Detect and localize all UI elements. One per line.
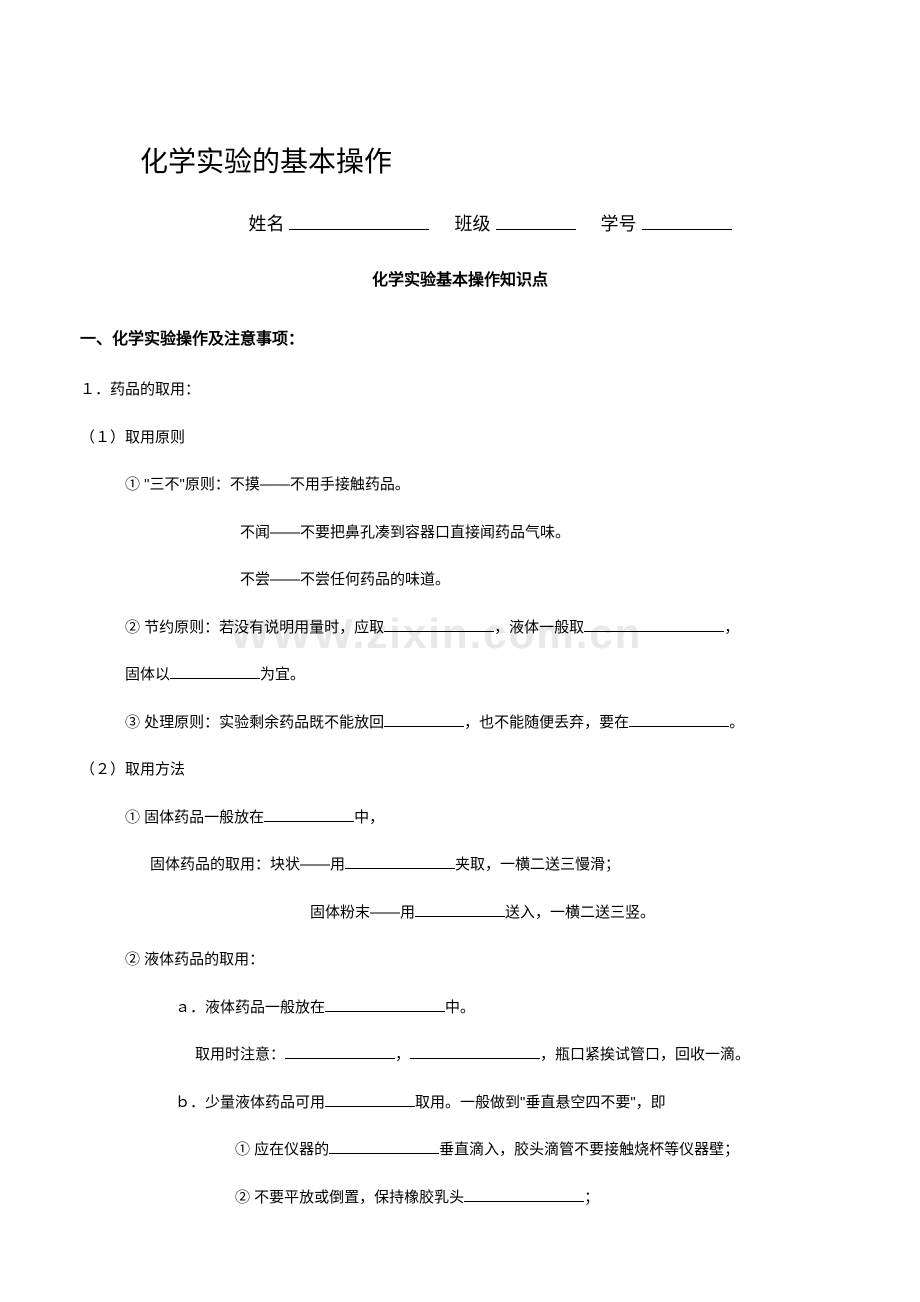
item1-2-2a2: 取用时注意： ， ，瓶口紧挨试管口，回收一滴。	[195, 1044, 840, 1067]
blank-6	[264, 821, 354, 822]
blank-10	[285, 1058, 395, 1059]
item1-1-2b: 固体以 为宜。	[125, 664, 840, 687]
item1-1-2b-end: 为宜。	[260, 666, 305, 683]
blank-7	[345, 868, 455, 869]
item1-2-2b1-end: 垂直滴入，胶头滴管不要接触烧杯等仪器壁；	[439, 1141, 739, 1158]
item1-2-2b2-end: ；	[584, 1189, 599, 1206]
item1-1-2b-pre: 固体以	[125, 666, 170, 683]
blank-12	[325, 1106, 415, 1107]
blank-11	[410, 1058, 540, 1059]
item1-2-2b1-pre: ① 应在仪器的	[235, 1141, 329, 1158]
item1-1-1b: 不闻——不要把鼻孔凑到容器口直接闻药品气味。	[240, 522, 840, 545]
section1-header: 一、化学实验操作及注意事项：	[80, 325, 840, 349]
item1-2-1-end: 中，	[354, 809, 384, 826]
name-blank	[289, 229, 429, 230]
item1-1-3-pre: ③ 处理原则：实验剩余药品既不能放回	[125, 714, 384, 731]
item1-1-3-mid: ，也不能随便丢弃，要在	[464, 714, 629, 731]
item1-2: （２）取用方法	[80, 759, 840, 782]
blank-1	[384, 631, 494, 632]
item1-2-2: ② 液体药品的取用：	[125, 949, 840, 972]
item1-1-1: ① "三不"原则：不摸——不用手接触药品。	[125, 474, 840, 497]
item1-1-3-end: 。	[729, 714, 744, 731]
item1-2-1c-end: 送入，一横二送三竖。	[505, 904, 655, 921]
item1: １．药品的取用：	[80, 379, 840, 402]
item1-2-2b-end: 取用。一般做到"垂直悬空四不要"，即	[415, 1094, 666, 1111]
blank-8	[415, 916, 505, 917]
item1-2-1b: 固体药品的取用：块状——用 夹取，一横二送三慢滑；	[150, 854, 840, 877]
item1-2-1: ① 固体药品一般放在 中，	[125, 807, 840, 830]
blank-2	[584, 631, 724, 632]
item1-1-3: ③ 处理原则：实验剩余药品既不能放回 ，也不能随便丢弃，要在 。	[125, 712, 840, 735]
number-blank	[642, 229, 732, 230]
item1-1-2: ② 节约原则：若没有说明用量时，应取 ，液体一般取 ，	[125, 617, 840, 640]
item1-2-1c-pre: 固体粉末——用	[310, 904, 415, 921]
item1-2-2a-pre: ａ．液体药品一般放在	[175, 999, 325, 1016]
document-content: 化学实验的基本操作 姓名 班级 学号 化学实验基本操作知识点 一、化学实验操作及…	[80, 140, 840, 1209]
item1-1-1c: 不尝——不尝任何药品的味道。	[240, 569, 840, 592]
blank-4	[384, 726, 464, 727]
page-title: 化学实验的基本操作	[140, 140, 840, 180]
class-label: 班级	[455, 214, 491, 234]
blank-13	[329, 1153, 439, 1154]
item1-1-2-pre: ② 节约原则：若没有说明用量时，应取	[125, 619, 384, 636]
item1-2-2a2-end: ，瓶口紧挨试管口，回收一滴。	[540, 1046, 750, 1063]
item1-1: （１）取用原则	[80, 427, 840, 450]
item1-2-2b-pre: ｂ．少量液体药品可用	[175, 1094, 325, 1111]
header-fields: 姓名 班级 学号	[140, 210, 840, 236]
name-label: 姓名	[248, 214, 284, 234]
class-blank	[496, 229, 576, 230]
item1-2-2a-end: 中。	[445, 999, 475, 1016]
item1-2-2a: ａ．液体药品一般放在 中。	[175, 997, 840, 1020]
item1-2-2a2-pre: 取用时注意：	[195, 1046, 285, 1063]
item1-1-2-end: ，	[724, 619, 739, 636]
item1-2-2b1: ① 应在仪器的 垂直滴入，胶头滴管不要接触烧杯等仪器壁；	[235, 1139, 840, 1162]
item1-2-1b-pre: 固体药品的取用：块状——用	[150, 856, 345, 873]
item1-2-2b: ｂ．少量液体药品可用 取用。一般做到"垂直悬空四不要"，即	[175, 1092, 840, 1115]
blank-9	[325, 1011, 445, 1012]
item1-2-2b2-pre: ② 不要平放或倒置，保持橡胶乳头	[235, 1189, 464, 1206]
item1-2-2b2: ② 不要平放或倒置，保持橡胶乳头 ；	[235, 1187, 840, 1210]
blank-14	[464, 1201, 584, 1202]
item1-1-2-mid: ，液体一般取	[494, 619, 584, 636]
subtitle: 化学实验基本操作知识点	[80, 266, 840, 290]
item1-2-2a2-mid: ，	[395, 1046, 410, 1063]
item1-2-1b-end: 夹取，一横二送三慢滑；	[455, 856, 620, 873]
number-label: 学号	[601, 214, 637, 234]
blank-3	[170, 678, 260, 679]
blank-5	[629, 726, 729, 727]
item1-2-1c: 固体粉末——用 送入，一横二送三竖。	[310, 902, 840, 925]
item1-2-1-pre: ① 固体药品一般放在	[125, 809, 264, 826]
